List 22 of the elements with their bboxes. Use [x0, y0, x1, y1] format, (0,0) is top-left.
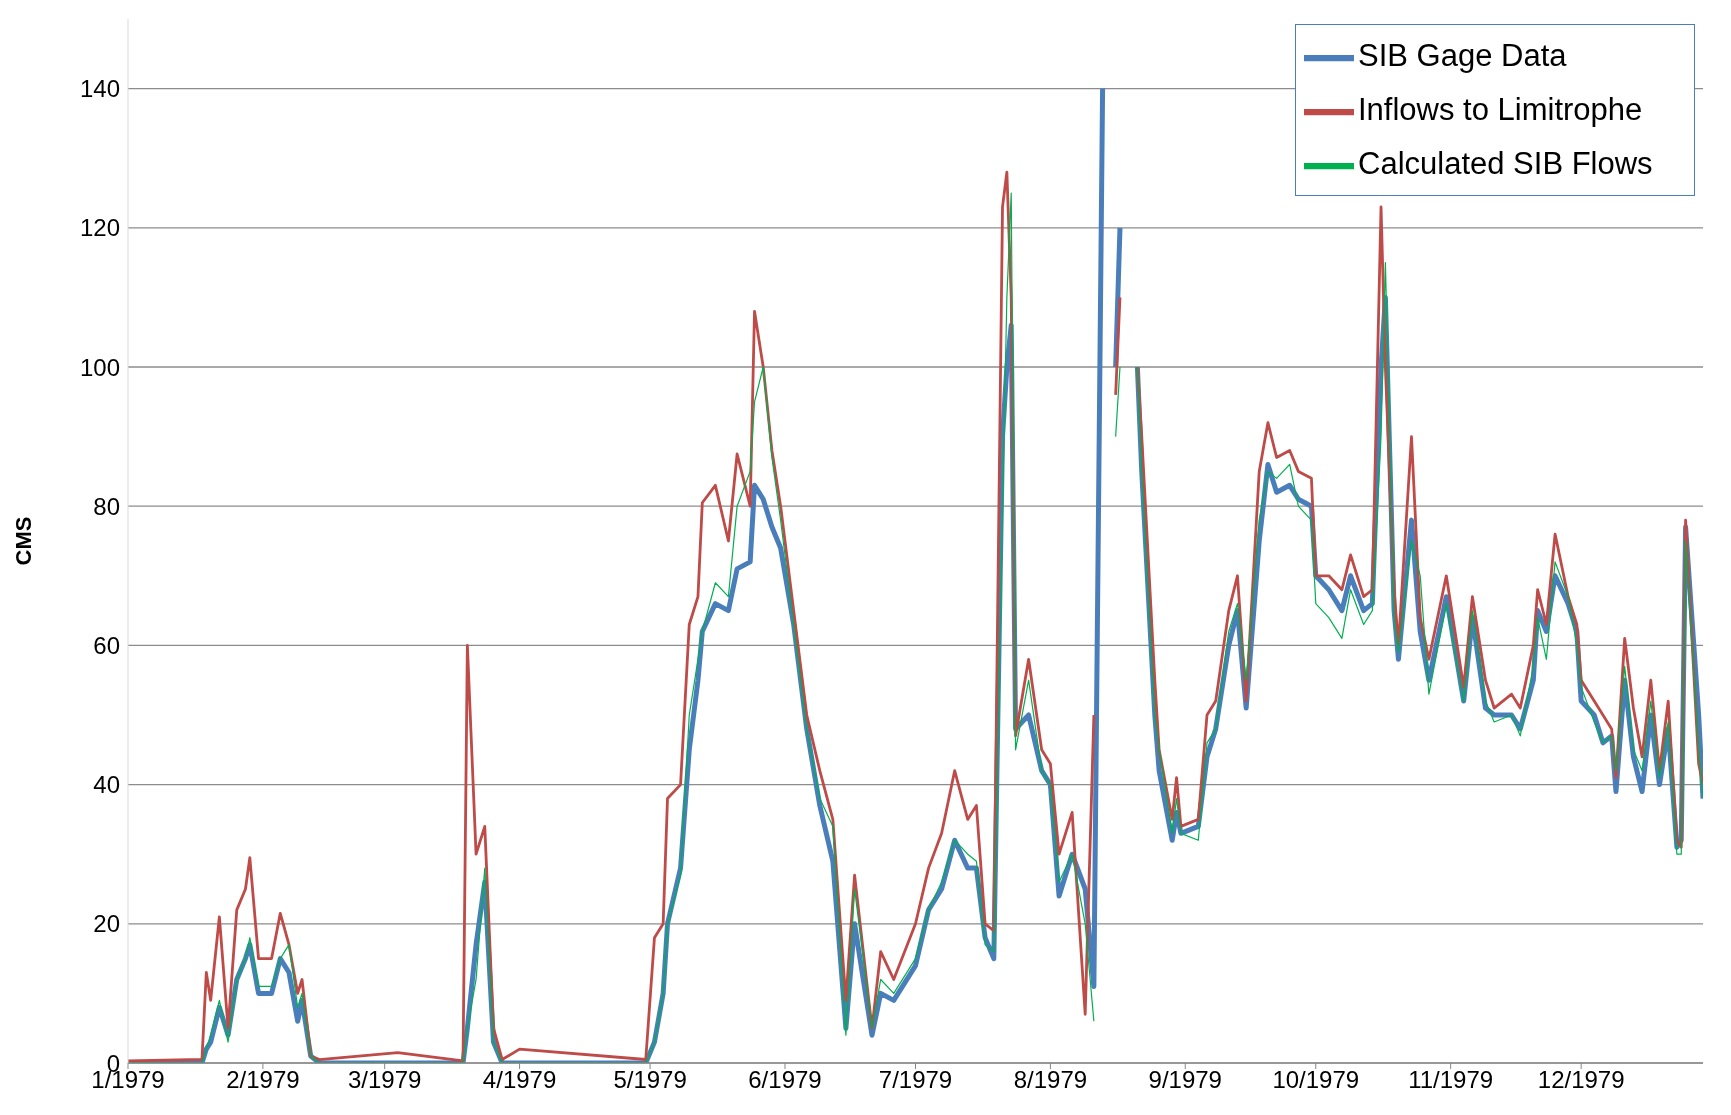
y-tick-label: 80: [93, 492, 120, 520]
y-tick-label: 100: [79, 353, 120, 381]
x-tick-label: 10/1979: [1272, 1066, 1360, 1094]
x-tick-label: 9/1979: [1148, 1066, 1222, 1094]
y-tick-label: 140: [79, 75, 120, 103]
x-tick-label: 3/1979: [348, 1066, 422, 1094]
y-tick-label: 20: [93, 910, 120, 938]
y-tick-label: 120: [79, 214, 120, 242]
legend-label: SIB Gage Data: [1358, 38, 1567, 73]
x-tick-label: 12/1979: [1537, 1066, 1625, 1094]
y-axis-title: CMS: [10, 516, 36, 566]
x-tick-label: 4/1979: [482, 1066, 557, 1094]
legend-label: Inflows to Limitrophe: [1358, 92, 1643, 127]
x-tick-label: 8/1979: [1013, 1066, 1088, 1094]
y-tick-label: 40: [93, 771, 120, 799]
x-tick-label: 2/1979: [226, 1066, 300, 1094]
y-tick-label: 60: [93, 631, 120, 659]
x-tick-label: 11/1979: [1408, 1066, 1494, 1094]
x-tick-label: 7/1979: [878, 1066, 953, 1094]
x-tick-label: 6/1979: [748, 1066, 822, 1094]
x-tick-label: 5/1979: [613, 1066, 687, 1094]
legend-label: Calculated SIB Flows: [1358, 146, 1653, 181]
